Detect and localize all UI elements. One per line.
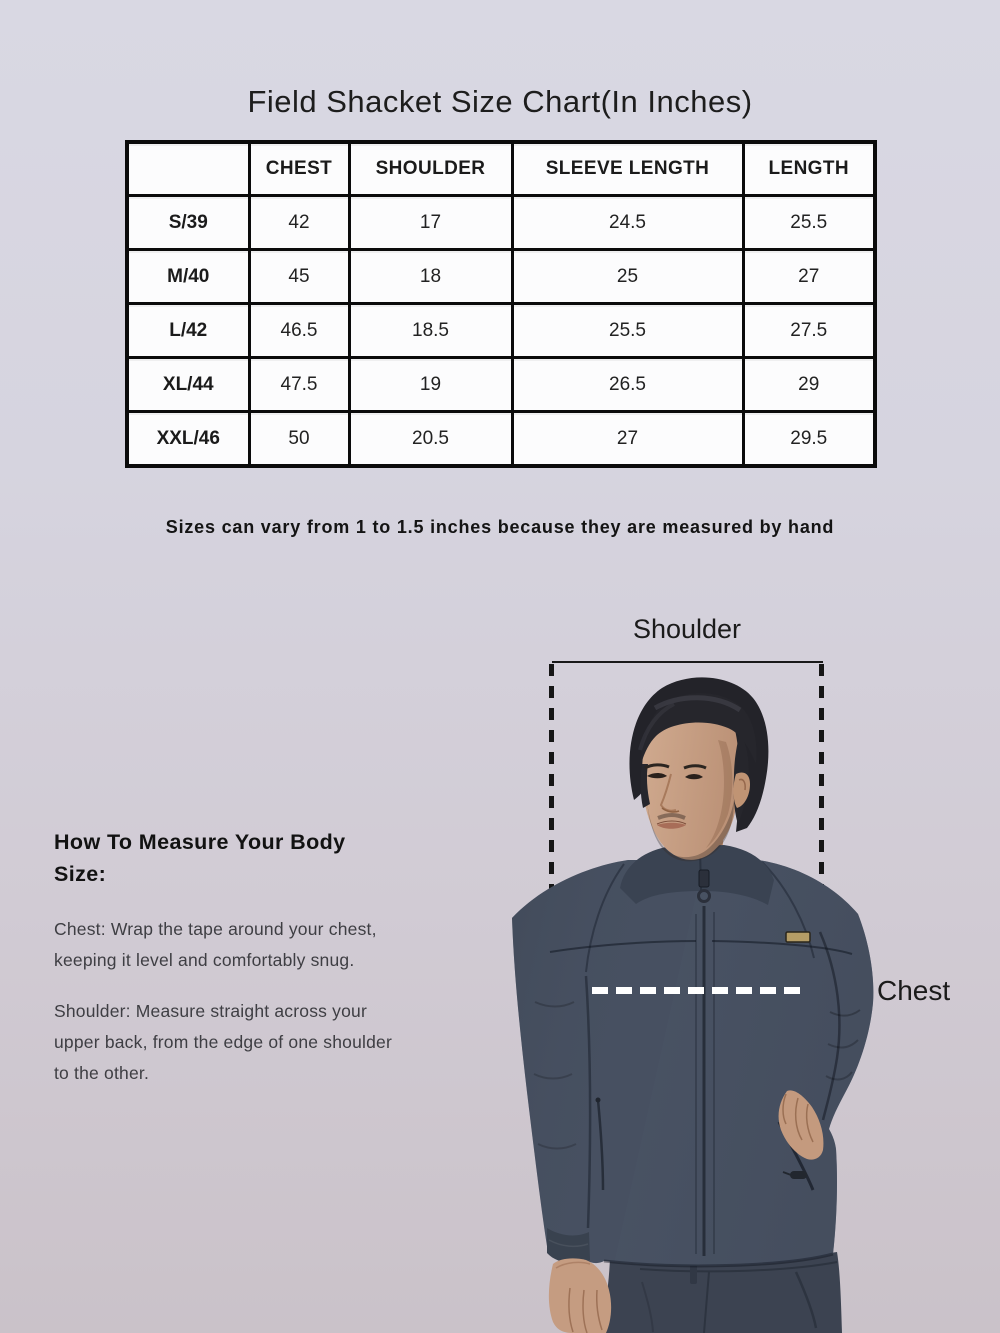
- ear: [733, 772, 750, 808]
- cell-value: 29.5: [741, 410, 877, 468]
- header-sleeve-length: SLEEVE LENGTH: [510, 140, 745, 197]
- shoulder-bracket-dash-right: [819, 664, 824, 905]
- shoulder-instruction-line: upper back, from the edge of one shoulde…: [54, 1032, 392, 1052]
- table-row: XL/44 47.5 19 26.5 29: [125, 356, 877, 413]
- size-label: S/39: [125, 194, 251, 251]
- eyebrow: [683, 764, 707, 770]
- table-row: S/39 42 17 24.5 25.5: [125, 194, 877, 251]
- lips: [657, 822, 686, 829]
- cell-value: 29: [741, 356, 877, 413]
- cell-value: 17: [347, 194, 514, 251]
- cell-value: 26.5: [510, 356, 745, 413]
- shoulder-annotation-label: Shoulder: [632, 614, 742, 644]
- hand-in-pocket: [778, 1090, 824, 1160]
- chest-annotation-label: Chest: [877, 975, 951, 1006]
- measure-guide-heading: How To Measure Your Body Size:: [54, 830, 346, 886]
- cell-value: 25.5: [741, 194, 877, 251]
- cell-value: 27: [510, 410, 745, 468]
- table-row: L/42 46.5 18.5 25.5 27.5: [125, 302, 877, 359]
- eye: [647, 773, 667, 779]
- chest-measure-line: [592, 987, 801, 994]
- cell-value: 45: [247, 248, 351, 305]
- eyebrow: [644, 763, 670, 770]
- jacket: [512, 845, 874, 1268]
- size-variance-note: Sizes can vary from 1 to 1.5 inches beca…: [165, 517, 835, 537]
- chest-instruction-line: keeping it level and comfortably snug.: [54, 950, 355, 970]
- collar: [620, 845, 774, 905]
- header-length: LENGTH: [741, 140, 877, 197]
- cell-value: 50: [247, 410, 351, 468]
- cell-value: 19: [347, 356, 514, 413]
- shoulder-instruction-line: Shoulder: Measure straight across your: [54, 1001, 368, 1021]
- size-label: M/40: [125, 248, 251, 305]
- cell-value: 46.5: [247, 302, 351, 359]
- cell-value: 20.5: [347, 410, 514, 468]
- size-label: XL/44: [125, 356, 251, 413]
- size-label: XXL/46: [125, 410, 251, 468]
- pocket-zipper: [596, 1099, 605, 1191]
- chest-badge: [785, 931, 811, 943]
- header-shoulder: SHOULDER: [347, 140, 514, 197]
- cell-value: 24.5: [510, 194, 745, 251]
- cell-value: 27.5: [741, 302, 877, 359]
- zipper-pull: [698, 869, 710, 888]
- header-chest: CHEST: [247, 140, 351, 197]
- cell-value: 27: [741, 248, 877, 305]
- nose: [659, 773, 677, 812]
- cell-value: 18: [347, 248, 514, 305]
- trousers: [601, 1252, 842, 1333]
- cell-value: 18.5: [347, 302, 514, 359]
- chest-instruction-line: Chest: Wrap the tape around your chest,: [54, 919, 377, 939]
- cell-value: 25: [510, 248, 745, 305]
- shoulder-bracket-dash-left: [549, 664, 554, 905]
- table-header-row: CHEST SHOULDER SLEEVE LENGTH LENGTH: [125, 140, 877, 197]
- shoulder-bracket-line: [552, 661, 823, 663]
- model-photo: [512, 677, 874, 1333]
- table-row: M/40 45 18 25 27: [125, 248, 877, 305]
- header-blank: [125, 140, 251, 197]
- drawstring-toggle: [790, 1171, 807, 1179]
- page-title: Field Shacket Size Chart(In Inches): [247, 84, 753, 119]
- chest-instruction: Chest: Wrap the tape around your chest, …: [54, 914, 460, 976]
- cell-value: 47.5: [247, 356, 351, 413]
- size-chart-table: CHEST SHOULDER SLEEVE LENGTH LENGTH S/39…: [125, 140, 877, 468]
- shoulder-instruction: Shoulder: Measure straight across your u…: [54, 996, 460, 1089]
- size-label: L/42: [125, 302, 251, 359]
- cell-value: 42: [247, 194, 351, 251]
- stubble: [647, 800, 734, 862]
- table-row: XXL/46 50 20.5 27 29.5: [125, 410, 877, 468]
- measure-guide: How To Measure Your Body Size: Chest: Wr…: [54, 826, 460, 1089]
- shoulder-instruction-line: to the other.: [54, 1063, 150, 1083]
- eye: [685, 774, 703, 780]
- cell-value: 25.5: [510, 302, 745, 359]
- head: [629, 677, 769, 862]
- hanging-hand: [548, 1258, 612, 1333]
